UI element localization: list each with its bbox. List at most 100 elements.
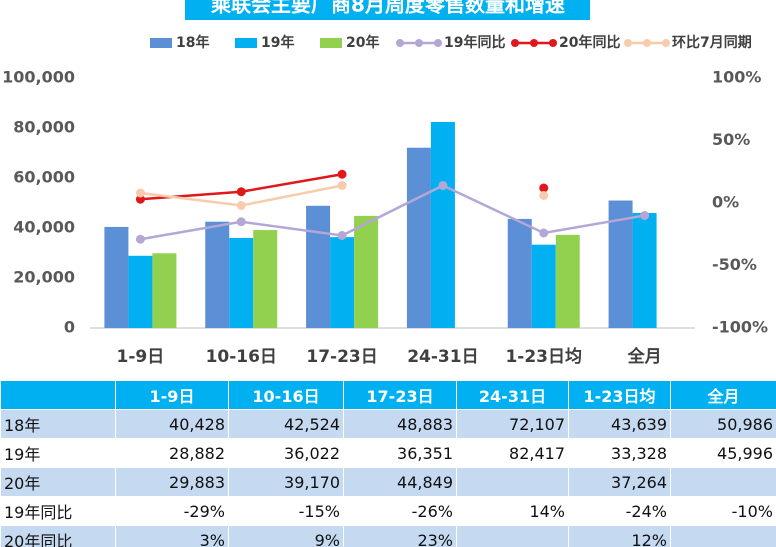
table-cell: 29,883	[115, 467, 229, 497]
table-row: 19年 28,882 36,022 36,351 82,417 33,328 45,996	[0, 438, 776, 468]
bar	[128, 255, 153, 328]
y-tick-label: 20,000	[13, 268, 75, 287]
table-cell: 18年	[0, 409, 116, 439]
table-cell: 9%	[228, 525, 344, 547]
bar	[330, 237, 355, 328]
line-marker	[337, 181, 347, 190]
table-cell	[0, 380, 116, 410]
bar	[531, 244, 556, 328]
x-tick-label: 10-16日	[206, 347, 277, 367]
x-tick-label: 17-23日	[306, 347, 377, 367]
table-cell: 82,417	[456, 438, 569, 468]
table-cell: 45,996	[670, 438, 776, 468]
table-cell: 1-23日均	[568, 380, 671, 410]
legend-marker	[662, 39, 670, 47]
table-cell	[456, 467, 569, 497]
table-cell: 37,264	[568, 467, 671, 497]
x-tick-label: 1-9日	[117, 347, 165, 367]
table-cell: -24%	[568, 496, 671, 526]
chart: 乘联会主要厂商8月周度零售数量和增速 0 20,000 40,000 60,000 80…	[2, 0, 768, 367]
table-cell: 3%	[115, 525, 229, 547]
legend-marker	[530, 39, 538, 47]
y-tick-label: 40,000	[13, 218, 75, 237]
y-tick-label: 80,000	[13, 118, 75, 137]
line-marker	[539, 191, 549, 200]
bar	[104, 226, 129, 328]
line-marker	[135, 194, 145, 204]
table-cell: 36,022	[228, 438, 344, 468]
table-header: 1-9日 10-16日 17-23日 24-31日 1-23日均 全月	[0, 380, 776, 410]
table-cell: 12%	[568, 525, 671, 547]
table-cell: 42,524	[228, 409, 344, 439]
bar	[555, 234, 580, 328]
bar	[306, 205, 331, 328]
chart-title: 乘联会主要厂商8月周度零售数量和增速	[210, 0, 565, 17]
table-cell: 72,107	[456, 409, 569, 439]
data-table: 1-9日 10-16日 17-23日 24-31日 1-23日均 全月 18年 40,428 4…	[0, 380, 776, 547]
line-marker	[135, 234, 145, 244]
table-cell: 10-16日	[228, 380, 344, 410]
y-tick-label: 60,000	[13, 168, 75, 187]
y2-tick-label: 50%	[712, 130, 750, 149]
legend-marker	[624, 39, 632, 47]
legend-label: 20年同比	[559, 34, 620, 51]
bar	[229, 237, 254, 328]
table-cell	[670, 467, 776, 497]
line-marker	[236, 217, 246, 227]
bar	[406, 147, 431, 328]
y2-tick-label: -50%	[712, 255, 757, 274]
table-cell: 19年同比	[0, 496, 116, 526]
y2-tick-label: 0%	[712, 193, 739, 212]
legend-label: 19年	[261, 34, 294, 51]
table-cell: 40,428	[115, 409, 229, 439]
table-cell: -26%	[343, 496, 457, 526]
table-cell: 1-9日	[115, 380, 229, 410]
x-tick-label: 1-23日均	[505, 346, 582, 367]
table-cell: 50,986	[670, 409, 776, 439]
table-cell: 20年	[0, 467, 116, 497]
bar	[354, 215, 379, 328]
bar	[430, 121, 455, 329]
title-box	[185, 0, 590, 20]
line-marker	[539, 183, 549, 193]
table-cell: 28,882	[115, 438, 229, 468]
line	[140, 184, 645, 241]
table-cell	[456, 525, 569, 547]
y-tick-label: 0	[64, 318, 75, 337]
bar	[152, 253, 177, 328]
table-row: 20年 29,883 39,170 44,849 37,264	[0, 467, 776, 497]
legend-marker	[396, 39, 404, 47]
table-cell: 全月	[670, 380, 776, 410]
table-row: 18年 40,428 42,524 48,883 72,107 43,639 50,986	[0, 409, 776, 439]
legend-label: 18年	[176, 34, 209, 51]
legend-marker	[434, 39, 442, 47]
legend-marker	[415, 39, 423, 47]
bar	[632, 213, 657, 328]
table-cell: 17-23日	[343, 380, 457, 410]
y2-tick-label: 100%	[712, 68, 761, 87]
table-cell: 44,849	[343, 467, 457, 497]
table-cell: -10%	[670, 496, 776, 526]
line-marker	[236, 187, 246, 197]
bar	[205, 221, 230, 328]
table-row: 19年同比 -29% -15% -26% 14% -24% -10%	[0, 496, 776, 526]
table-cell: 23%	[343, 525, 457, 547]
legend-swatch	[150, 38, 172, 48]
line-marker	[236, 201, 246, 210]
table-cell: 14%	[456, 496, 569, 526]
table-cell: 20年同比	[0, 525, 116, 547]
table-cell: 19年	[0, 438, 116, 468]
bar	[253, 230, 278, 328]
legend-swatch	[235, 38, 257, 48]
line-marker	[640, 211, 650, 220]
table-cell: 39,170	[228, 467, 344, 497]
x-tick-label: 全月	[627, 346, 662, 367]
line-marker	[135, 188, 145, 198]
legend-label: 19年同比	[444, 34, 505, 51]
legend-marker	[549, 39, 557, 47]
legend-marker	[511, 39, 519, 47]
legend-label: 环比7月同期	[672, 34, 752, 51]
table-cell: 33,328	[568, 438, 671, 468]
table-cell: -15%	[228, 496, 344, 526]
